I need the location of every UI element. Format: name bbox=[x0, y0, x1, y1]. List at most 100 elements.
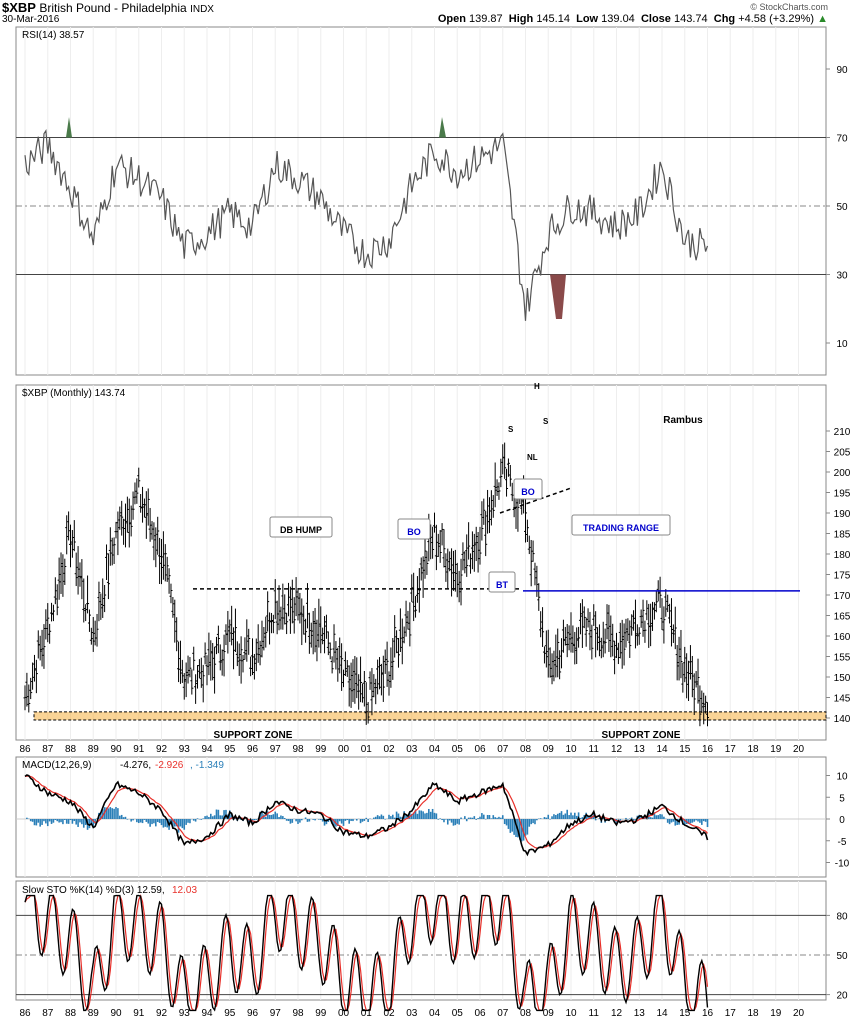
macd-hist-bar bbox=[503, 819, 506, 825]
macd-hist-bar bbox=[287, 819, 290, 822]
year-tick-label: 20 bbox=[793, 1008, 805, 1019]
macd-hist-bar bbox=[556, 813, 559, 819]
year-tick-label: 86 bbox=[19, 1008, 31, 1019]
year-tick-label: 18 bbox=[747, 744, 759, 755]
macd-hist-bar bbox=[304, 817, 307, 819]
macd-hist-bar bbox=[661, 814, 663, 819]
macd-hist-bar bbox=[410, 814, 413, 819]
macd-hist-bar bbox=[388, 814, 390, 819]
year-tick-label: 90 bbox=[110, 744, 122, 755]
macd-hist-bar bbox=[164, 819, 167, 827]
year-tick-label: 88 bbox=[65, 744, 77, 755]
macd-hist-bar bbox=[314, 819, 316, 821]
year-tick-label: 07 bbox=[497, 744, 509, 755]
year-tick-label: 17 bbox=[725, 744, 737, 755]
year-tick-label: 97 bbox=[270, 1008, 282, 1019]
year-tick-label: 98 bbox=[292, 744, 304, 755]
macd-hist-bar bbox=[532, 819, 534, 824]
macd-hist-bar bbox=[693, 819, 696, 822]
year-tick-label: 91 bbox=[133, 744, 145, 755]
macd-hist-bar bbox=[481, 813, 483, 819]
macd-hist-bar bbox=[338, 819, 341, 822]
year-tick-label: 03 bbox=[406, 1008, 418, 1019]
macd-hist-bar bbox=[479, 816, 481, 819]
macd-hist-bar bbox=[706, 819, 709, 828]
macd-hist-bar bbox=[46, 819, 49, 827]
macd-hist-bar bbox=[452, 819, 455, 826]
y-tick-label: 80 bbox=[836, 911, 848, 922]
macd-hist-bar bbox=[547, 814, 550, 819]
year-tick-label: 10 bbox=[565, 1008, 577, 1019]
macd-hist-bar bbox=[151, 819, 153, 825]
macd-hist-bar bbox=[37, 819, 40, 823]
year-tick-label: 11 bbox=[589, 1008, 600, 1019]
macd-hist-bar bbox=[285, 819, 288, 821]
year-tick-label: 92 bbox=[156, 1008, 168, 1019]
macd-hist-bar bbox=[536, 819, 538, 821]
macd-hist-bar bbox=[522, 819, 525, 841]
y-tick-label: 190 bbox=[834, 509, 851, 520]
macd-hist-bar bbox=[572, 815, 574, 819]
macd-hist-bar bbox=[107, 808, 110, 819]
macd-hist-bar bbox=[139, 819, 142, 823]
macd-hist-bar bbox=[666, 819, 669, 823]
macd-hist-bar bbox=[179, 819, 182, 827]
macd-hist-bar bbox=[69, 819, 72, 821]
macd-hist-bar bbox=[361, 819, 364, 822]
macd-hist-bar bbox=[172, 819, 174, 829]
annotation-support-left: SUPPORT ZONE bbox=[214, 730, 293, 741]
close-label: Close bbox=[640, 13, 671, 25]
macd-hist-bar bbox=[420, 810, 423, 819]
annotation-bo-left: BO bbox=[407, 527, 421, 537]
macd-hist-bar bbox=[448, 819, 451, 821]
macd-hist-bar bbox=[312, 819, 314, 820]
year-tick-label: 89 bbox=[88, 1008, 100, 1019]
macd-hist-bar bbox=[202, 818, 205, 819]
macd-hist-bar bbox=[482, 814, 485, 819]
macd-hist-bar bbox=[84, 819, 87, 825]
macd-hist-bar bbox=[445, 819, 447, 820]
year-tick-label: 94 bbox=[201, 1008, 213, 1019]
macd-hist-bar bbox=[96, 818, 98, 819]
macd-hist-bar bbox=[627, 819, 629, 820]
macd-hist-bar bbox=[689, 819, 692, 824]
macd-hist-bar bbox=[446, 819, 449, 825]
year-tick-label: 04 bbox=[429, 1008, 441, 1019]
macd-hist-bar bbox=[348, 819, 350, 824]
year-tick-label: 03 bbox=[406, 744, 418, 755]
y-tick-label: 140 bbox=[834, 714, 851, 725]
macd-hist-bar bbox=[342, 819, 345, 826]
year-tick-label: 02 bbox=[383, 744, 395, 755]
macd-hist-bar bbox=[555, 815, 557, 819]
year-tick-label: 09 bbox=[543, 744, 555, 755]
macd-hist-bar bbox=[321, 819, 324, 822]
macd-hist-bar bbox=[651, 817, 654, 819]
macd-hist-bar bbox=[79, 819, 81, 823]
y-tick-label: 0 bbox=[839, 815, 845, 826]
macd-hist-bar bbox=[687, 819, 690, 824]
macd-hist-bar bbox=[384, 819, 387, 820]
year-tick-label: 08 bbox=[520, 744, 532, 755]
macd-hist-bar bbox=[431, 808, 434, 819]
macd-hist-bar bbox=[549, 819, 551, 820]
year-tick-label: 96 bbox=[247, 1008, 259, 1019]
year-tick-label: 20 bbox=[793, 744, 805, 755]
macd-hist-bar bbox=[539, 818, 542, 819]
year-tick-label: 93 bbox=[179, 744, 191, 755]
macd-hist-bar bbox=[672, 819, 675, 822]
macd-hist-bar bbox=[464, 816, 466, 819]
macd-hist-bar bbox=[562, 814, 565, 819]
macd-hist-bar bbox=[67, 819, 70, 824]
macd-hist-bar bbox=[192, 819, 195, 821]
macd-hist-bar bbox=[209, 813, 212, 819]
macd-hist-bar bbox=[185, 819, 187, 825]
annotation-head: H bbox=[534, 382, 540, 391]
macd-hist-bar bbox=[187, 819, 189, 823]
macd-hist-bar bbox=[653, 812, 656, 819]
year-tick-label: 99 bbox=[315, 744, 327, 755]
macd-hist-bar bbox=[702, 819, 705, 822]
macd-hist-bar bbox=[439, 818, 441, 819]
macd-hist-bar bbox=[426, 812, 428, 819]
macd-hist-bar bbox=[60, 819, 62, 823]
macd-hist-bar bbox=[505, 819, 508, 826]
